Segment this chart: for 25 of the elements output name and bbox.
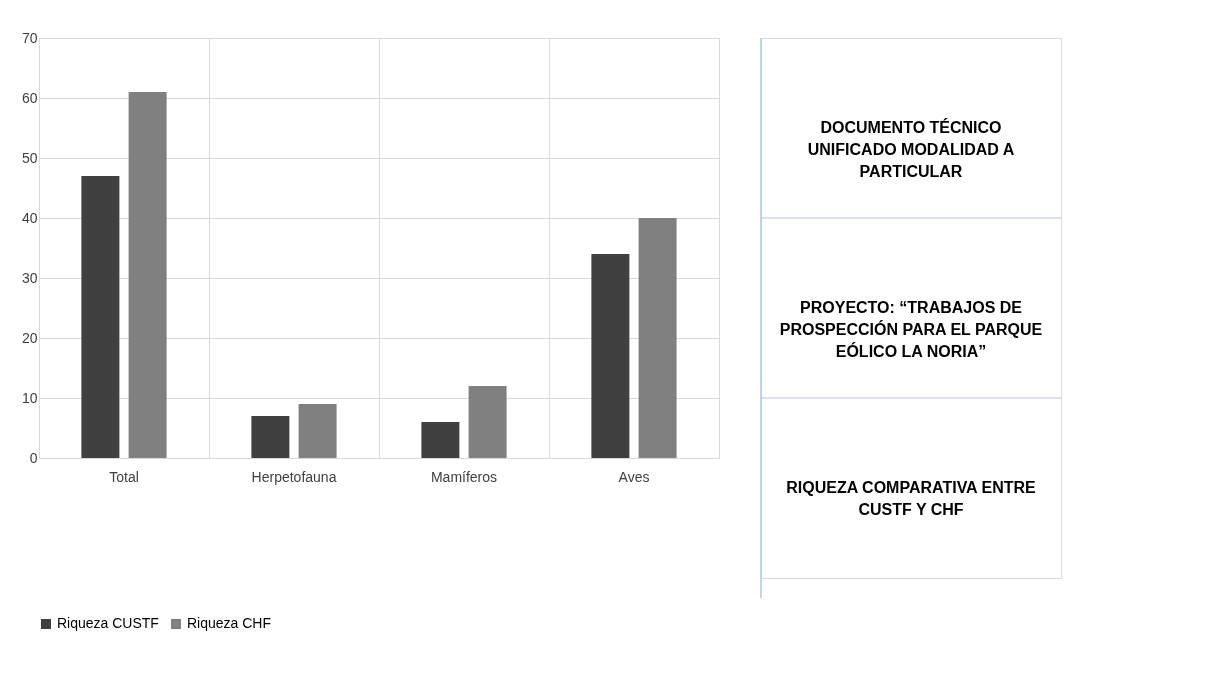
y-tick-label: 60: [21, 89, 38, 106]
text: DOCUMENTO TÉCNICO UNIFICADO MODALIDAD A PARTICULAR: [807, 118, 1015, 180]
bar: [128, 92, 167, 458]
bar: [421, 422, 460, 458]
y-tick-label: 70: [21, 29, 38, 46]
bar: [81, 176, 120, 458]
y-tick-label: 0: [29, 449, 38, 466]
bar: [638, 218, 677, 458]
bar: [251, 416, 290, 458]
bar: [298, 404, 337, 458]
text: RIQUEZA COMPARATIVA ENTRE CUSTF Y CHF: [786, 479, 1037, 518]
y-tick-label: 50: [21, 149, 38, 166]
y-tick-label: 20: [21, 329, 38, 346]
legend-label: Riqueza CUSTF: [57, 615, 159, 631]
x-tick-label: Mamíferos: [430, 468, 498, 485]
x-tick-label: Aves: [618, 468, 650, 485]
bar: [468, 386, 507, 458]
legend-label: Riqueza CHF: [187, 615, 272, 631]
text: PROYECTO: “TRABAJOS DE PROSPECCIÓN PARA EL PARQUE EÓLICO LA NORIA”: [779, 299, 1043, 360]
x-tick-label: Herpetofauna: [251, 468, 337, 485]
y-tick-label: 10: [21, 389, 38, 406]
y-tick-label: 30: [21, 269, 38, 286]
bar: [591, 254, 630, 458]
y-tick-label: 40: [21, 209, 38, 226]
x-tick-label: Total: [109, 468, 139, 485]
